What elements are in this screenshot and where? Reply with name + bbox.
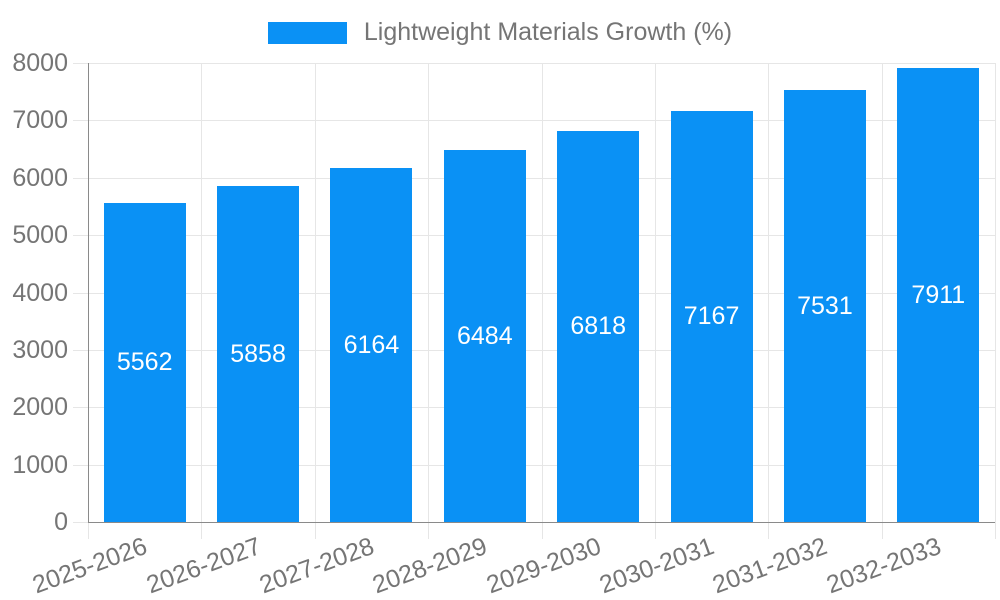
x-tick-label: 2030-2031	[595, 532, 718, 600]
x-axis-line	[88, 522, 995, 523]
y-axis-line	[88, 63, 89, 522]
bar[interactable]	[783, 89, 866, 522]
x-tick-mark	[881, 522, 883, 539]
bar[interactable]	[217, 185, 300, 522]
bar[interactable]	[330, 168, 413, 522]
h-gridline	[73, 464, 995, 466]
y-tick-label: 7000	[12, 106, 68, 135]
bar-value-label: 7531	[797, 291, 853, 320]
y-tick-label: 1000	[12, 450, 68, 479]
bar[interactable]	[443, 149, 526, 522]
x-tick-mark	[995, 522, 996, 539]
x-tick-label: 2028-2029	[369, 532, 492, 600]
h-gridline	[73, 177, 995, 179]
bar[interactable]	[897, 68, 980, 522]
h-gridline	[73, 120, 995, 122]
bar-value-label: 7911	[911, 281, 966, 310]
y-tick-label: 6000	[12, 163, 68, 192]
x-tick-mark	[654, 522, 656, 539]
bar-value-label: 5858	[230, 339, 286, 368]
x-tick-mark	[88, 522, 89, 539]
legend-label: Lightweight Materials Growth (%)	[363, 18, 733, 46]
y-tick-label: 0	[54, 508, 68, 536]
bar-value-label: 6818	[570, 312, 626, 341]
v-gridline	[995, 63, 996, 522]
h-gridline	[73, 407, 995, 409]
v-gridline	[881, 63, 883, 522]
h-gridline	[73, 292, 995, 294]
x-tick-mark	[541, 522, 543, 539]
y-tick-label: 5000	[12, 221, 68, 250]
x-tick-label: 2025-2026	[28, 532, 151, 600]
v-gridline	[201, 63, 203, 522]
v-gridline	[654, 63, 656, 522]
x-tick-label: 2027-2028	[255, 532, 378, 600]
bar[interactable]	[670, 110, 753, 522]
h-gridline	[73, 63, 995, 64]
x-tick-mark	[314, 522, 316, 539]
v-gridline	[314, 63, 316, 522]
legend-item[interactable]: Lightweight Materials Growth (%)	[0, 18, 1000, 47]
h-gridline	[73, 349, 995, 351]
y-tick-label: 8000	[12, 49, 68, 77]
y-tick-label: 4000	[12, 278, 68, 307]
x-tick-label: 2029-2030	[482, 532, 605, 600]
x-tick-label: 2032-2033	[822, 532, 945, 600]
y-tick-label: 2000	[12, 393, 68, 422]
bar-value-label: 5562	[116, 348, 173, 377]
h-gridline	[73, 235, 995, 237]
x-tick-label: 2026-2027	[142, 532, 265, 600]
x-tick-mark	[428, 522, 430, 539]
x-tick-mark	[201, 522, 203, 539]
y-tick-label: 3000	[12, 335, 68, 364]
bar-value-label: 7167	[683, 302, 740, 331]
x-tick-label: 2031-2032	[709, 532, 832, 600]
bar-value-label: 6164	[343, 331, 400, 360]
v-gridline	[768, 63, 770, 522]
v-gridline	[428, 63, 430, 522]
v-gridline	[541, 63, 543, 522]
legend-swatch	[267, 21, 347, 44]
x-tick-mark	[768, 522, 770, 539]
bar[interactable]	[103, 202, 186, 522]
bar[interactable]	[557, 130, 640, 522]
bar-value-label: 6484	[457, 321, 513, 350]
